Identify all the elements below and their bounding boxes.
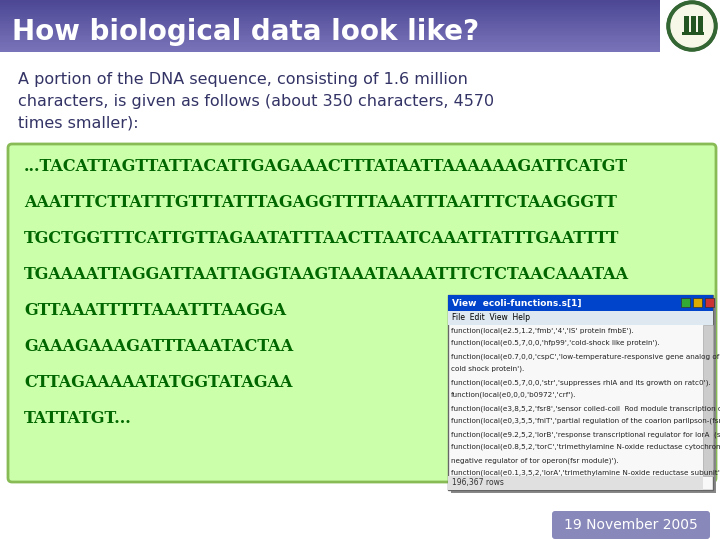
Text: function(local(e0,0,0,'b0972','crf').: function(local(e0,0,0,'b0972','crf').	[451, 392, 577, 399]
Bar	[448, 295, 713, 490]
Text: function(local(e0.5,7,0,0,'str','suppresses rhlA and its growth on ratc0').: function(local(e0.5,7,0,0,'str','suppres…	[451, 379, 711, 386]
Bar	[0, 28, 660, 30]
Text: times smaller):: times smaller):	[18, 116, 139, 131]
Bar	[0, 16, 660, 17]
Bar	[698, 16, 703, 32]
Bar	[703, 325, 713, 476]
Text: TGAAAATTAGGATTAATTAGGTAAGTAAATAAAATTTCTCTAACAAATAA: TGAAAATTAGGATTAATTAGGTAAGTAAATAAAATTTCTC…	[24, 266, 629, 283]
Text: TATTATGT...: TATTATGT...	[24, 410, 132, 427]
Bar	[705, 298, 714, 307]
Circle shape	[668, 2, 716, 50]
Text: negative regulator of tor operon(fsr module)').: negative regulator of tor operon(fsr mod…	[451, 457, 618, 463]
Bar	[448, 295, 713, 311]
Bar	[0, 31, 660, 33]
Text: function(local(e0,3,5,5,'fniT','partial regulation of the coarion parilpson-(fsr: function(local(e0,3,5,5,'fniT','partial …	[451, 418, 720, 424]
Text: CTTAGAAAAATATGGTATAGAA: CTTAGAAAAATATGGTATAGAA	[24, 374, 292, 391]
Bar	[0, 24, 660, 26]
Bar	[0, 35, 660, 36]
Text: 196,367 rows: 196,367 rows	[452, 478, 504, 488]
Text: File  Edit  View  Help: File Edit View Help	[452, 314, 530, 322]
Text: ...TACATTAGTTATTACATTGAGAAACTTTATAATTAAAAAAGATTCATGT: ...TACATTAGTTATTACATTGAGAAACTTTATAATTAAA…	[24, 158, 628, 175]
Text: function(local(e0.8,5,2,'torC','trimethylamine N-oxide reductase cytochrome c: b: function(local(e0.8,5,2,'torC','trimethy…	[451, 444, 720, 450]
Bar	[0, 33, 660, 35]
Bar	[448, 476, 703, 490]
Bar	[448, 311, 713, 325]
Bar	[0, 17, 660, 19]
Circle shape	[671, 5, 713, 47]
Text: GAAAGAAAGATTTAAATACTAA: GAAAGAAAGATTTAAATACTAA	[24, 338, 293, 355]
Text: AAATTTCTTATTTGTTTATTTAGAGGTTTTAAATTTAATTTCTAAGGGTT: AAATTTCTTATTTGTTTATTTAGAGGTTTTAAATTTAATT…	[24, 194, 617, 211]
Bar	[0, 0, 660, 2]
Bar	[0, 42, 660, 43]
Bar	[0, 5, 660, 7]
Bar	[0, 43, 660, 45]
Bar	[0, 10, 660, 12]
Bar	[681, 298, 690, 307]
Text: characters, is given as follows (about 350 characters, 4570: characters, is given as follows (about 3…	[18, 94, 494, 109]
Bar	[0, 45, 660, 47]
Text: function(local(e3,8,5,2,'fsr8','sensor coiled-coil  Rod module transcription dom: function(local(e3,8,5,2,'fsr8','sensor c…	[451, 405, 720, 411]
Bar	[691, 16, 696, 32]
Bar	[0, 40, 660, 42]
Bar	[0, 30, 660, 31]
Text: TGCTGGTTTCATTGTTAGAATATTTAACTTAATCAAATTATTTGAATTTT: TGCTGGTTTCATTGTTAGAATATTTAACTTAATCAAATTA…	[24, 230, 619, 247]
Bar	[0, 23, 660, 24]
Text: function(local(e0.1,3,5,2,'lorA','trimethylamine N-oxide reductase subunit').: function(local(e0.1,3,5,2,'lorA','trimet…	[451, 470, 720, 476]
Text: function(local(e2.5,1.2,'fmb','4','IS' protein fmbE').: function(local(e2.5,1.2,'fmb','4','IS' p…	[451, 327, 634, 334]
Bar	[693, 298, 702, 307]
Text: function(local(e9.2,5,2,'lorB','response transcriptional regulator for lorA  (se: function(local(e9.2,5,2,'lorB','response…	[451, 431, 720, 437]
Bar	[0, 21, 660, 23]
Bar	[682, 32, 704, 35]
Bar	[0, 26, 660, 28]
Bar	[0, 38, 660, 40]
Bar	[451, 298, 716, 493]
Bar	[0, 12, 660, 14]
Bar	[684, 16, 689, 32]
Text: function(local(e0.7,0,0,'cspC','low-temperature-responsive gene analog of CspA a: function(local(e0.7,0,0,'cspC','low-temp…	[451, 353, 720, 360]
Bar	[0, 14, 660, 16]
Bar	[0, 9, 660, 10]
Bar	[0, 7, 660, 9]
Text: cold shock protein').: cold shock protein').	[451, 366, 524, 373]
Bar	[0, 47, 660, 49]
Bar	[0, 19, 660, 21]
Bar	[0, 3, 660, 5]
Bar	[0, 50, 660, 52]
FancyBboxPatch shape	[8, 144, 716, 482]
Text: 19 November 2005: 19 November 2005	[564, 518, 698, 532]
FancyBboxPatch shape	[552, 511, 710, 539]
Bar	[0, 49, 660, 50]
Bar	[0, 2, 660, 3]
Text: function(local(e0.5,7,0,0,'hfp99','cold-shock like protein').: function(local(e0.5,7,0,0,'hfp99','cold-…	[451, 340, 660, 347]
Text: GTTAAATTTTTAAATTTAAGGA: GTTAAATTTTTAAATTTAAGGA	[24, 302, 286, 319]
Text: View  ecoli-functions.s[1]: View ecoli-functions.s[1]	[452, 299, 582, 307]
Text: How biological data look like?: How biological data look like?	[12, 18, 479, 46]
Text: A portion of the DNA sequence, consisting of 1.6 million: A portion of the DNA sequence, consistin…	[18, 72, 468, 87]
Bar	[0, 36, 660, 38]
